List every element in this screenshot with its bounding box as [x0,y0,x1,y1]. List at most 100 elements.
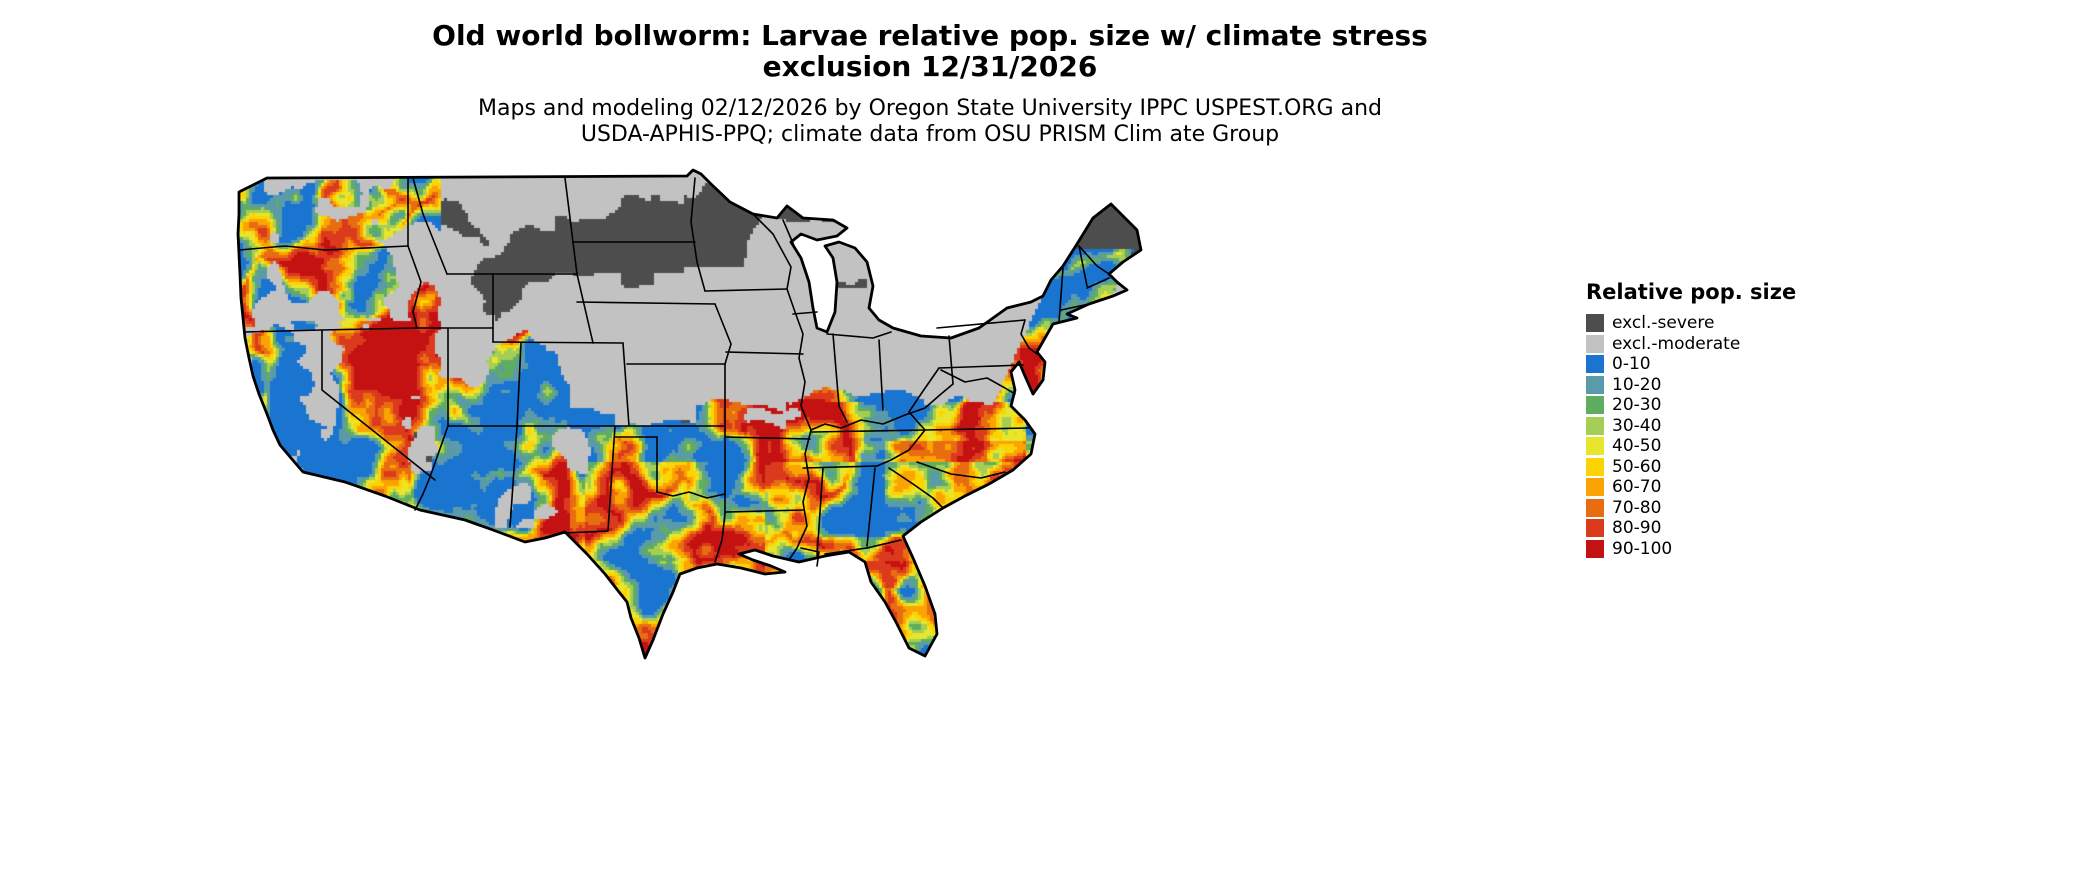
state-border-line [564,530,609,534]
state-border-line [940,369,1016,395]
state-border-line [924,427,1030,431]
state-border-line [690,177,706,292]
legend-item-label: 10-20 [1612,374,1662,395]
state-border-line [412,177,448,275]
state-border-line [516,342,522,427]
legend-item: 0-10 [1586,354,1846,375]
state-border-line [714,513,726,563]
us-outline [236,168,1143,660]
map-title-line2: exclusion 12/31/2026 [762,50,1098,83]
map-attribution-line1: Maps and modeling 02/12/2026 by Oregon S… [478,96,1382,121]
state-border-line [878,339,884,411]
state-border-line [1078,245,1088,287]
legend-color-swatch [1586,314,1604,333]
legend-item: 60-70 [1586,477,1846,498]
state-border-line [876,429,926,467]
state-border-line [414,476,431,511]
legend-color-swatch [1586,396,1604,415]
state-border-line [1058,267,1064,323]
legend-color-swatch [1586,478,1604,497]
state-border-line [509,425,518,528]
state-border-line [816,467,824,557]
state-border-line [948,335,954,385]
state-border-line [238,245,409,251]
map-title: Old world bollworm: Larvae relative pop.… [0,20,1860,82]
state-border-line [429,425,449,478]
legend-item-label: 30-40 [1612,415,1662,436]
legend-color-swatch [1586,416,1604,435]
state-border-line [576,273,594,344]
state-border-line [786,288,812,561]
state-border-line [243,327,418,333]
state-border-line [622,342,630,427]
state-border-line [1078,245,1110,275]
legend-item: 40-50 [1586,436,1846,457]
state-border-line [752,213,792,290]
legend-item: 70-80 [1586,498,1846,519]
us-map-borders [236,168,1143,660]
legend-color-swatch [1586,437,1604,456]
legend-item-label: 50-60 [1612,456,1662,477]
legend-item: excl.-moderate [1586,334,1846,355]
state-border-line [826,331,892,339]
legend-item: 90-100 [1586,539,1846,560]
state-border-line [824,547,868,555]
legend: Relative pop. size excl.-severe excl.-mod… [1586,280,1846,559]
legend-color-swatch [1586,519,1604,538]
legend-color-swatch [1586,355,1604,374]
legend-color-swatch [1586,375,1604,394]
legend-color-swatch [1586,457,1604,476]
state-border-line [908,367,940,413]
legend-item: 50-60 [1586,457,1846,478]
state-border-line [724,436,811,440]
legend-item-label: excl.-moderate [1612,333,1741,354]
state-border-line [725,351,804,355]
legend-item-label: 90-100 [1612,538,1673,559]
state-border-line [1086,277,1110,289]
legend-item-label: 70-80 [1612,497,1662,518]
state-border-line [576,301,716,305]
legend-item: 10-20 [1586,375,1846,396]
state-border-line [724,509,804,513]
us-map [225,162,1165,692]
state-border-line [832,333,848,423]
state-border-line [714,303,732,365]
state-border-line [802,465,878,469]
state-border-line [656,491,726,499]
state-border-line [916,461,1006,479]
state-border-line [407,245,422,329]
legend-item-label: 40-50 [1612,436,1662,456]
legend-rows: excl.-severe excl.-moderate 0-10 10-20 20-30… [1586,313,1846,559]
state-border-line [888,467,944,509]
legend-item-label: 80-90 [1612,518,1662,538]
legend-item: 80-90 [1586,518,1846,539]
state-border-line [810,383,954,431]
legend-title: Relative pop. size [1586,280,1797,304]
state-border-line [321,329,436,481]
state-border-line [1020,319,1038,355]
legend-item: 20-30 [1586,395,1846,416]
state-border-line [866,467,876,547]
state-border-line [607,425,616,532]
state-border-line [492,341,624,344]
legend-color-swatch [1586,334,1604,353]
legend-color-swatch [1586,498,1604,517]
state-border-line [866,539,902,549]
state-border-line [938,364,1024,369]
legend-item-label: 20-30 [1612,395,1662,415]
state-border-line [936,319,1026,329]
state-border-line [908,411,926,431]
legend-item-label: excl.-severe [1612,313,1715,333]
map-title-line1: Old world bollworm: Larvae relative pop.… [432,19,1428,52]
legend-item: excl.-severe [1586,313,1846,334]
legend-item: 30-40 [1586,416,1846,437]
state-border-line [810,429,926,433]
state-border-line [704,288,788,292]
state-border-line [800,547,820,567]
map-attribution-line2: USDA-APHIS-PPQ; climate data from OSU PR… [580,122,1280,147]
legend-item-label: 0-10 [1612,354,1651,374]
legend-color-swatch [1586,539,1604,558]
legend-item-label: 60-70 [1612,477,1662,497]
map-attribution: Maps and modeling 02/12/2026 by Oregon S… [0,96,1860,148]
